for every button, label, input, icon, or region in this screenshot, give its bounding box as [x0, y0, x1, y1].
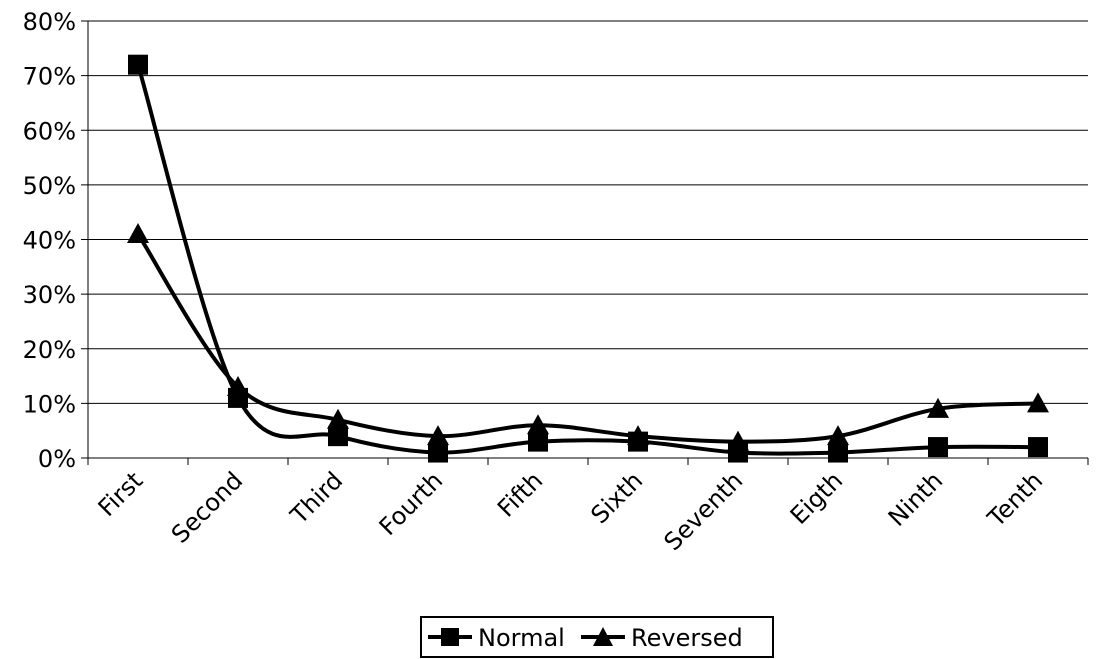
triangle-marker-icon — [593, 627, 613, 646]
legend-item-reversed: Reversed — [581, 624, 743, 652]
legend: Normal Reversed — [420, 616, 774, 658]
data-point-normal — [428, 442, 448, 463]
square-marker-icon — [441, 628, 459, 646]
data-point-reversed — [527, 414, 549, 435]
x-tick-label: Eigth — [785, 466, 848, 529]
data-point-reversed — [827, 425, 849, 446]
legend-label-normal: Normal — [478, 624, 565, 652]
y-tick-label: 80% — [23, 8, 76, 36]
data-point-normal — [328, 426, 348, 447]
data-point-reversed — [727, 430, 749, 451]
x-tick-label: Third — [284, 466, 348, 530]
series-line-reversed — [136, 232, 1039, 444]
series-markers — [127, 54, 1049, 463]
data-point-normal — [828, 442, 848, 463]
data-point-normal — [928, 437, 948, 458]
y-tick-label: 50% — [23, 172, 76, 200]
legend-item-normal: Normal — [428, 624, 565, 652]
x-tick-label: Seventh — [659, 466, 749, 556]
x-tick-label: Second — [166, 466, 248, 548]
data-point-normal — [1028, 437, 1048, 458]
data-point-reversed — [127, 223, 149, 244]
axes — [81, 20, 1089, 465]
x-tick-label: Ninth — [883, 466, 948, 531]
data-point-reversed — [1027, 392, 1049, 413]
legend-label-reversed: Reversed — [631, 624, 743, 652]
data-point-normal — [528, 431, 548, 452]
y-tick-label: 30% — [23, 281, 76, 309]
gridlines — [88, 20, 1088, 404]
x-tick-label: Sixth — [585, 466, 648, 529]
y-tick-labels: 0% 10% 20% 30% 40% 50% 60% 70% 80% — [23, 8, 76, 473]
data-point-reversed — [327, 408, 349, 429]
series-lines — [136, 64, 1039, 456]
data-point-reversed — [927, 397, 949, 418]
y-tick-label: 70% — [23, 63, 76, 91]
series-line-normal — [136, 64, 1039, 456]
x-tick-labels: First Second Third Fourth Fifth Sixth Seventh E… — [93, 466, 1049, 556]
x-tick-label: First — [93, 466, 149, 522]
y-tick-label: 60% — [23, 117, 76, 145]
x-tick-label: Fourth — [374, 466, 448, 540]
data-point-reversed — [627, 425, 649, 446]
y-tick-label: 10% — [23, 390, 76, 418]
x-tick-label: Tenth — [982, 466, 1049, 533]
data-point-reversed — [427, 425, 449, 446]
data-point-reversed — [227, 375, 249, 396]
y-tick-label: 20% — [23, 336, 76, 364]
y-tick-label: 40% — [23, 227, 76, 255]
data-point-normal — [128, 54, 148, 75]
y-tick-label: 0% — [38, 445, 76, 473]
x-tick-label: Fifth — [492, 466, 548, 522]
